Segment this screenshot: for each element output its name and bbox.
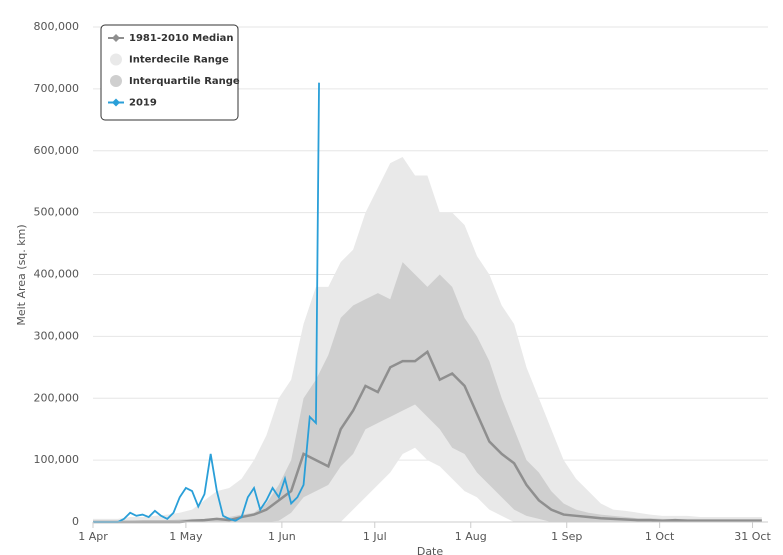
y-tick-label: 100,000 [34, 453, 80, 466]
y-tick-label: 700,000 [34, 82, 80, 95]
legend-label: 2019 [129, 98, 157, 109]
legend-label: 1981-2010 Median [129, 33, 233, 44]
x-tick-label: 1 Oct [645, 530, 675, 543]
y-tick-label: 500,000 [34, 206, 80, 219]
series-line [93, 82, 320, 523]
x-axis-label: Date [417, 545, 444, 555]
legend: 1981-2010 Median Interdecile Range Interqu… [100, 24, 240, 121]
y-tick-label: 600,000 [34, 144, 80, 157]
legend-box [100, 24, 239, 121]
legend-label: Interquartile Range [129, 76, 240, 87]
x-tick-label: 1 May [169, 530, 203, 543]
x-tick-label: 1 Jul [363, 530, 387, 543]
legend-label: Interdecile Range [129, 55, 229, 66]
legend-symbol [112, 34, 120, 42]
y-axis-label: Melt Area (sq. km) [15, 224, 28, 325]
x-tick-label: 31 Oct [734, 530, 771, 543]
y-tick-label: 800,000 [34, 20, 80, 33]
x-tick-label: 1 Sep [551, 530, 582, 543]
x-tick-label: 1 Aug [455, 530, 487, 543]
y-tick-label: 400,000 [34, 268, 80, 281]
legend-symbol [112, 98, 120, 107]
legend-symbol [110, 75, 122, 87]
range-area [93, 262, 762, 522]
legend-symbol [110, 53, 122, 66]
y-tick-label: 0 [72, 515, 79, 528]
x-tick-label: 1 Apr [78, 530, 108, 543]
x-tick-label: 1 Jun [268, 530, 296, 543]
y-tick-label: 200,000 [34, 391, 80, 404]
series-line [93, 349, 762, 524]
y-tick-label: 300,000 [34, 329, 80, 342]
